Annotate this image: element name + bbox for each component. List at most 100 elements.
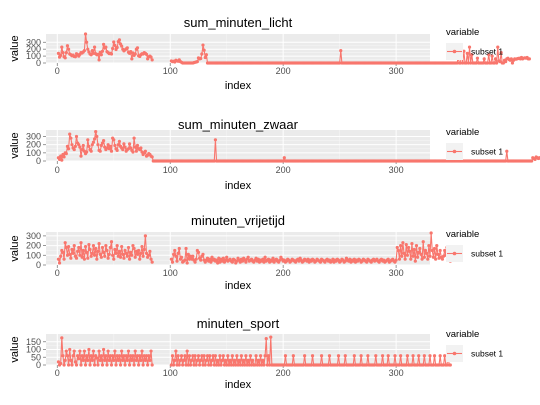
data-point <box>225 255 229 259</box>
data-point <box>61 152 65 157</box>
data-point <box>227 363 231 367</box>
x-tick-label: 0 <box>55 165 60 175</box>
data-point <box>222 363 227 367</box>
data-point <box>82 48 86 53</box>
data-point <box>89 254 93 258</box>
data-point <box>530 159 534 163</box>
data-point <box>81 358 85 362</box>
data-point <box>282 156 286 160</box>
legend-key-point <box>452 351 457 356</box>
data-point <box>256 358 260 362</box>
data-point <box>60 336 64 340</box>
data-point <box>177 246 181 251</box>
data-point <box>57 261 62 265</box>
data-point <box>208 354 212 358</box>
data-point <box>417 354 421 358</box>
data-point <box>135 252 140 256</box>
data-point <box>95 134 99 139</box>
data-point <box>59 361 63 366</box>
data-point <box>169 363 173 367</box>
data-point <box>200 354 204 358</box>
data-point <box>112 257 116 261</box>
data-point <box>69 256 73 260</box>
legend-label: subset 1 <box>471 349 503 359</box>
data-point <box>208 257 212 261</box>
x-tick-label: 100 <box>163 165 178 175</box>
data-point <box>283 354 288 358</box>
data-point <box>204 358 208 362</box>
data-point <box>111 253 115 257</box>
data-point <box>191 254 195 258</box>
data-point <box>138 257 142 261</box>
data-point <box>260 363 264 367</box>
data-point <box>411 254 415 258</box>
data-point <box>92 363 97 367</box>
data-point <box>455 61 459 65</box>
data-point <box>209 260 213 264</box>
data-point <box>266 354 271 358</box>
data-point <box>265 363 269 367</box>
data-point <box>86 256 90 260</box>
data-point <box>137 248 141 253</box>
data-point <box>499 51 503 55</box>
data-point <box>63 358 67 362</box>
x-tick-label: 0 <box>55 66 60 76</box>
data-point <box>81 143 85 148</box>
data-point <box>203 363 207 367</box>
legend-label: subset 1 <box>471 147 503 157</box>
data-point <box>120 44 124 48</box>
data-point <box>422 354 426 358</box>
data-point <box>133 255 137 259</box>
data-point <box>130 253 134 257</box>
data-point <box>351 363 355 367</box>
data-point <box>90 143 94 147</box>
data-point <box>187 354 192 358</box>
data-point <box>399 354 403 358</box>
data-point <box>111 46 115 51</box>
data-point <box>56 360 61 364</box>
data-point <box>121 358 125 362</box>
y-axis-title: value <box>9 132 21 158</box>
data-point <box>359 354 363 358</box>
data-point <box>176 251 180 255</box>
data-point <box>113 43 117 47</box>
data-point <box>122 354 126 358</box>
data-point <box>190 358 194 362</box>
data-point <box>99 53 103 57</box>
data-point <box>83 32 88 36</box>
data-point <box>68 347 72 352</box>
data-point <box>188 254 193 258</box>
data-point <box>125 46 129 50</box>
data-point <box>89 149 93 153</box>
legend-label: subset 1 <box>471 47 503 57</box>
data-point <box>138 354 142 358</box>
data-point <box>61 354 65 358</box>
data-point <box>482 57 486 61</box>
y-tick-label: 0 <box>36 260 41 270</box>
data-point <box>150 260 154 264</box>
data-point <box>466 61 470 65</box>
data-point <box>99 354 103 358</box>
data-point <box>133 349 137 353</box>
y-tick-label: 0 <box>36 360 41 370</box>
data-point <box>248 354 253 358</box>
data-point <box>185 349 189 353</box>
data-point <box>146 363 150 367</box>
data-point <box>95 257 99 261</box>
data-point <box>417 250 421 254</box>
data-point <box>213 354 218 358</box>
data-point <box>76 249 80 254</box>
x-tick-label: 300 <box>389 368 404 378</box>
data-point <box>147 253 151 257</box>
data-point <box>199 258 203 262</box>
data-point <box>91 243 96 248</box>
data-point <box>234 363 238 367</box>
data-point <box>91 349 96 353</box>
x-tick-label: 200 <box>276 268 291 278</box>
data-point <box>458 61 463 65</box>
data-point <box>445 363 449 367</box>
legend-key-point <box>452 149 457 154</box>
data-point <box>112 138 116 142</box>
data-point <box>66 147 71 151</box>
data-point <box>107 252 111 256</box>
